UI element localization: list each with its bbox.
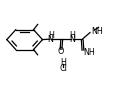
Text: NH: NH [83, 48, 95, 57]
Text: H: H [69, 31, 75, 40]
Text: O: O [58, 47, 64, 56]
Text: Cl: Cl [59, 64, 67, 73]
Text: H: H [60, 58, 66, 67]
Text: N: N [69, 35, 75, 44]
Text: N: N [47, 35, 53, 44]
Text: H: H [48, 31, 54, 40]
Text: NH: NH [91, 27, 103, 36]
